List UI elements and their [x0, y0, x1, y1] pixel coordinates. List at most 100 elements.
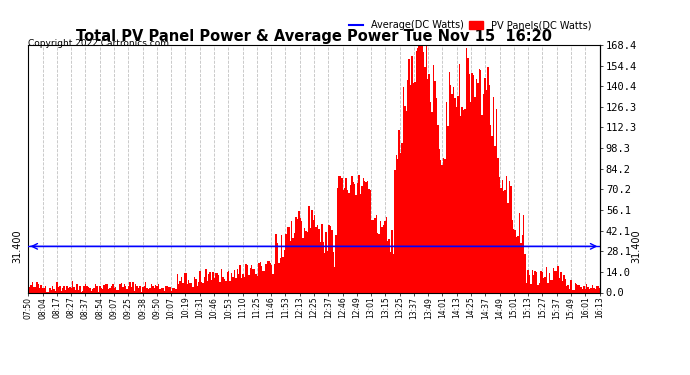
Bar	[215, 273, 217, 292]
Bar	[404, 106, 406, 292]
Bar	[384, 220, 386, 292]
Bar	[573, 290, 575, 292]
Bar	[489, 85, 490, 292]
Bar	[440, 160, 442, 292]
Bar	[297, 219, 298, 292]
Bar	[443, 158, 444, 292]
Text: 31.400: 31.400	[12, 230, 22, 263]
Bar	[139, 286, 141, 292]
Bar	[497, 158, 499, 292]
Bar	[377, 233, 378, 292]
Bar	[55, 291, 57, 292]
Bar	[179, 280, 181, 292]
Bar	[598, 286, 599, 292]
Bar	[221, 269, 222, 292]
Bar	[278, 263, 279, 292]
Bar	[408, 59, 410, 292]
Bar	[248, 274, 250, 292]
Bar	[198, 282, 199, 292]
Bar	[319, 242, 321, 292]
Bar	[555, 270, 556, 292]
Bar	[563, 275, 564, 292]
Bar	[88, 287, 89, 292]
Bar	[169, 287, 170, 292]
Bar	[361, 186, 363, 292]
Bar	[245, 264, 246, 292]
Bar	[152, 286, 154, 292]
Bar	[214, 278, 215, 292]
Bar	[89, 288, 90, 292]
Bar	[375, 216, 377, 292]
Bar	[473, 75, 474, 292]
Bar	[576, 284, 578, 292]
Bar	[270, 263, 271, 292]
Bar	[62, 288, 63, 292]
Bar	[446, 102, 447, 292]
Bar	[559, 278, 560, 292]
Bar	[364, 181, 366, 292]
Bar	[145, 282, 146, 292]
Bar	[351, 176, 353, 292]
Bar	[457, 96, 459, 292]
Bar	[331, 230, 333, 292]
Bar	[271, 265, 273, 292]
Bar	[144, 286, 145, 292]
Bar	[242, 274, 244, 292]
Bar	[191, 283, 193, 292]
Bar	[119, 284, 121, 292]
Bar	[299, 218, 301, 292]
Bar	[126, 288, 128, 292]
Bar	[129, 282, 130, 292]
Bar	[518, 237, 519, 292]
Bar	[426, 46, 427, 292]
Bar	[304, 228, 306, 292]
Bar	[437, 125, 439, 292]
Bar	[194, 277, 195, 292]
Bar	[499, 177, 500, 292]
Bar	[293, 238, 294, 292]
Bar	[73, 286, 75, 292]
Bar	[513, 229, 514, 292]
Bar	[475, 79, 477, 292]
Bar	[378, 234, 380, 292]
Bar	[181, 278, 182, 292]
Bar	[469, 74, 470, 292]
Bar	[42, 288, 43, 292]
Bar	[582, 289, 583, 292]
Bar	[72, 281, 73, 292]
Bar	[410, 85, 411, 292]
Bar	[92, 289, 93, 292]
Bar	[50, 290, 52, 292]
Bar	[101, 288, 102, 292]
Bar	[321, 224, 322, 292]
Bar	[339, 176, 341, 292]
Bar	[496, 109, 497, 292]
Bar	[328, 225, 330, 292]
Bar	[75, 290, 77, 292]
Bar	[411, 56, 413, 292]
Bar	[317, 225, 318, 292]
Bar	[259, 262, 261, 292]
Bar	[68, 288, 69, 292]
Bar	[586, 284, 587, 292]
Bar	[482, 115, 483, 292]
Bar	[387, 241, 388, 292]
Bar	[159, 289, 161, 292]
Bar	[477, 83, 479, 292]
Bar	[142, 287, 144, 292]
Bar	[422, 46, 423, 292]
Bar	[59, 286, 61, 292]
Bar	[383, 225, 384, 292]
Bar	[358, 175, 359, 292]
Bar	[273, 274, 274, 292]
Bar	[506, 176, 507, 292]
Bar	[188, 280, 189, 292]
Bar	[348, 193, 350, 292]
Bar	[338, 176, 339, 292]
Bar	[230, 281, 231, 292]
Bar	[493, 97, 494, 292]
Bar	[186, 284, 188, 292]
Bar	[306, 231, 307, 292]
Bar	[222, 278, 224, 292]
Bar	[479, 69, 480, 292]
